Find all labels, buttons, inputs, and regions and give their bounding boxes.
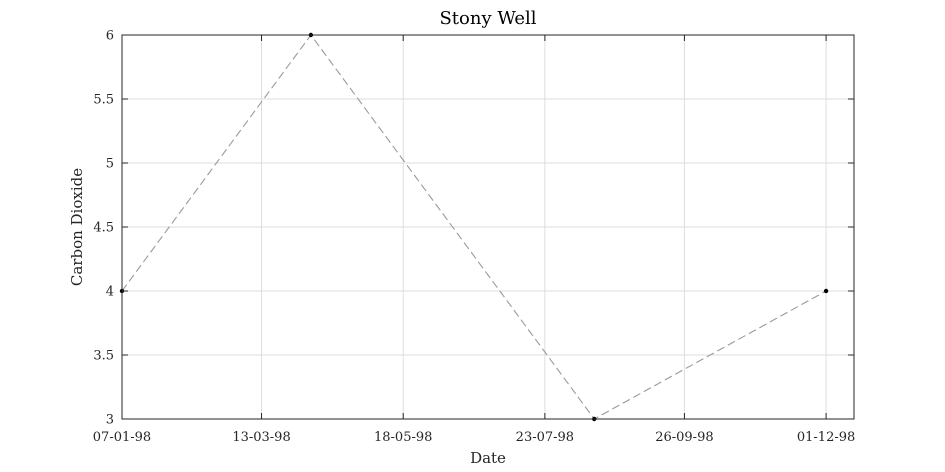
y-tick-label: 3 <box>106 413 114 428</box>
data-point <box>823 288 829 294</box>
x-tick-label: 01-12-98 <box>797 430 855 445</box>
x-tick-label: 23-07-98 <box>516 430 574 445</box>
chart-title: Stony Well <box>439 8 536 29</box>
y-tick-label: 4 <box>106 285 114 300</box>
series-layer <box>119 32 829 422</box>
x-axis-title: Date <box>470 449 506 467</box>
x-tick-label: 18-05-98 <box>374 430 432 445</box>
ticks: 3 3.5 4 4.5 5 5.5 6 07-01-98 13-03-98 18-05-98 23-… <box>93 29 856 446</box>
y-tick-label: 6 <box>106 29 114 44</box>
y-tick-label: 5 <box>106 157 114 172</box>
y-tick-label: 5.5 <box>93 93 114 108</box>
y-tick-label: 4.5 <box>93 221 114 236</box>
y-tick-label: 3.5 <box>93 349 114 364</box>
series-line <box>121 34 827 420</box>
x-tick-label: 13-03-98 <box>232 430 290 445</box>
y-axis-title: Carbon Dioxide <box>68 168 86 286</box>
x-tick-label: 26-09-98 <box>655 430 713 445</box>
x-tick-label: 07-01-98 <box>93 430 151 445</box>
